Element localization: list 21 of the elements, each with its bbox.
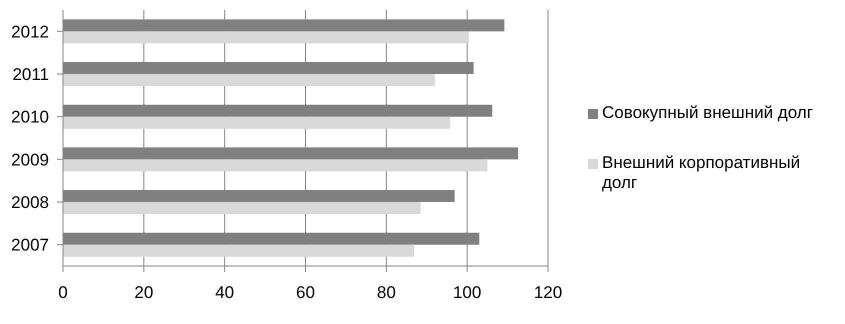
x-tick-label: 60 — [296, 283, 315, 302]
bar — [63, 159, 488, 172]
y-tick-label: 2011 — [12, 65, 49, 84]
x-tick-label: 80 — [376, 283, 396, 302]
y-tick-label: 2009 — [11, 150, 49, 170]
bar — [63, 31, 469, 44]
x-tick-label: 0 — [58, 283, 68, 302]
legend-label: Внешний корпоративный долг — [602, 153, 802, 193]
x-tick-label: 120 — [534, 283, 562, 302]
x-tick-label: 100 — [452, 283, 482, 302]
legend-label: Совокупный внешний долг — [602, 103, 813, 123]
x-tick-label: 20 — [134, 283, 154, 302]
bar — [63, 202, 421, 214]
bar — [63, 244, 414, 257]
y-tick-label: 2008 — [11, 193, 49, 212]
y-tick-label: 2010 — [11, 108, 49, 127]
y-tick-label: 2007 — [11, 236, 49, 255]
bar — [63, 74, 435, 86]
y-tick-label: 2012 — [11, 22, 49, 42]
x-tick-label: 40 — [215, 283, 234, 302]
bar — [63, 116, 450, 129]
